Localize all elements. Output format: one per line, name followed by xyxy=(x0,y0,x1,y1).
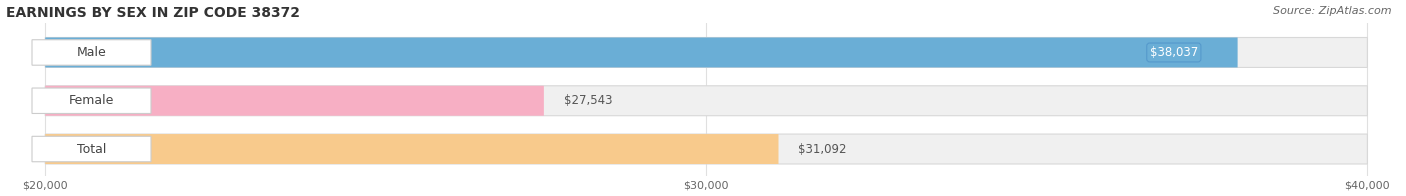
FancyBboxPatch shape xyxy=(45,37,1368,67)
FancyBboxPatch shape xyxy=(45,86,544,116)
Text: EARNINGS BY SEX IN ZIP CODE 38372: EARNINGS BY SEX IN ZIP CODE 38372 xyxy=(6,5,299,20)
Text: $31,092: $31,092 xyxy=(799,142,846,156)
FancyBboxPatch shape xyxy=(45,134,779,164)
Text: $38,037: $38,037 xyxy=(1150,46,1198,59)
Text: Female: Female xyxy=(69,94,114,107)
Text: Source: ZipAtlas.com: Source: ZipAtlas.com xyxy=(1274,6,1392,16)
FancyBboxPatch shape xyxy=(45,86,1368,116)
Text: $27,543: $27,543 xyxy=(564,94,612,107)
FancyBboxPatch shape xyxy=(32,88,150,113)
FancyBboxPatch shape xyxy=(32,136,150,162)
FancyBboxPatch shape xyxy=(32,40,150,65)
Text: Male: Male xyxy=(76,46,107,59)
Text: Total: Total xyxy=(77,142,107,156)
FancyBboxPatch shape xyxy=(45,134,1368,164)
FancyBboxPatch shape xyxy=(45,37,1237,67)
